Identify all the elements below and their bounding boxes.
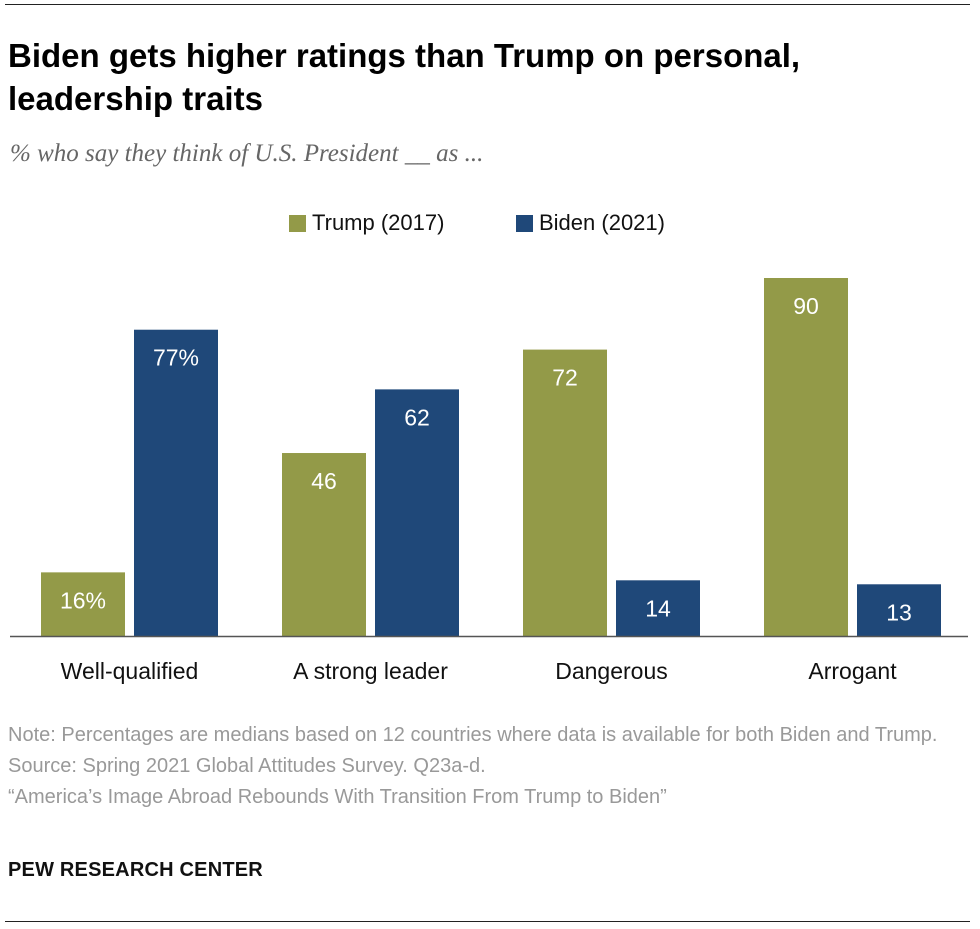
category-label-1: A strong leader	[293, 658, 448, 684]
category-label-2: Dangerous	[555, 658, 668, 684]
bar-trump-1	[282, 453, 366, 636]
data-label-biden-1: 62	[404, 404, 430, 430]
chart-subtitle: % who say they think of U.S. President _…	[10, 140, 484, 167]
legend-label-trump: Trump (2017)	[312, 210, 445, 235]
footer-notes: Note: Percentages are medians based on 1…	[8, 720, 958, 813]
legend-item-trump: Trump (2017)	[289, 210, 444, 236]
bar-biden-2	[616, 580, 700, 636]
category-label-3: Arrogant	[808, 658, 897, 684]
data-label-biden-3: 13	[886, 599, 912, 625]
legend-item-biden: Biden (2021)	[516, 210, 665, 236]
bar-trump-3	[764, 278, 848, 636]
bar-trump-0	[41, 572, 125, 636]
data-label-trump-3: 90	[793, 293, 819, 319]
bar-biden-0	[134, 329, 218, 636]
footer-source: Source: Spring 2021 Global Attitudes Sur…	[8, 755, 486, 777]
bar-biden-3	[857, 584, 941, 636]
data-label-trump-1: 46	[311, 468, 337, 494]
data-label-biden-0: 77%	[153, 345, 199, 371]
chart-title: Biden gets higher ratings than Trump on …	[8, 37, 801, 117]
footer-report: “America’s Image Abroad Rebounds With Tr…	[8, 786, 667, 808]
data-label-trump-2: 72	[552, 365, 578, 391]
category-label-0: Well-qualified	[61, 658, 199, 684]
data-label-trump-0: 16%	[60, 587, 106, 613]
bar-biden-1	[375, 389, 459, 636]
legend-label-biden: Biden (2021)	[539, 210, 665, 235]
top-rule	[5, 4, 970, 5]
legend-swatch-biden	[516, 214, 533, 232]
bottom-rule	[5, 921, 970, 922]
bar-trump-2	[523, 349, 607, 636]
legend-swatch-trump	[289, 214, 306, 232]
bar-chart: 16% 77% Well-qualified 46 62 A strong leader 7…	[10, 278, 968, 684]
data-label-biden-2: 14	[645, 595, 671, 621]
brand-name: PEW RESEARCH CENTER	[8, 859, 263, 881]
footer-note: Note: Percentages are medians based on 1…	[8, 724, 938, 746]
